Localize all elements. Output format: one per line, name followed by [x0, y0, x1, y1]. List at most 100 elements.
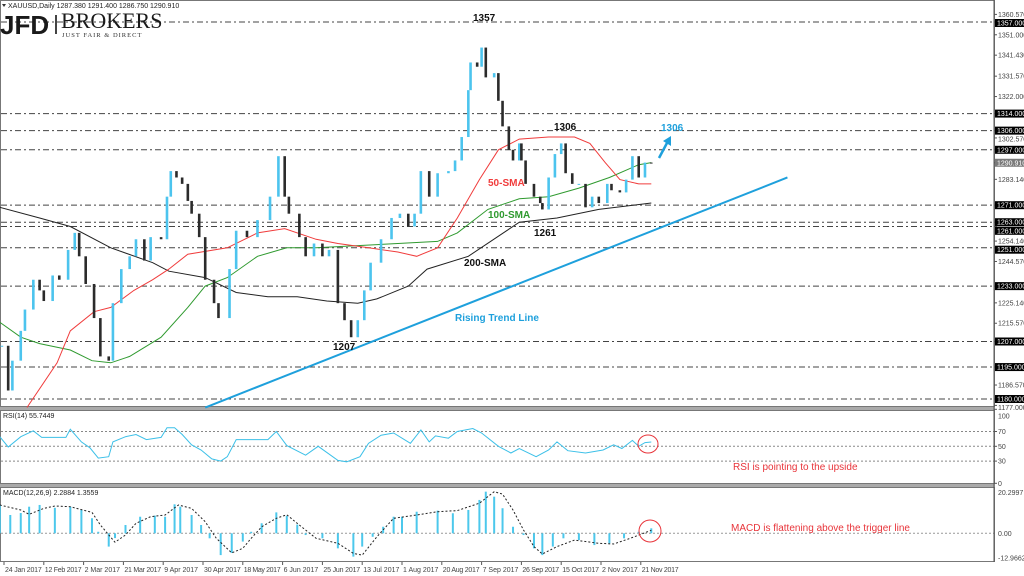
annotation-target-1306: 1306 [661, 123, 684, 134]
candle [532, 183, 536, 197]
candle [605, 183, 609, 204]
time-tick-label: 30 Apr 2017 [204, 567, 241, 574]
level-price-tag [995, 201, 1024, 210]
candle [304, 237, 307, 257]
level-price-label: 1207.000 [997, 339, 1024, 346]
candle [128, 256, 131, 270]
candle [38, 279, 41, 291]
candle [245, 230, 249, 238]
candle [336, 249, 340, 304]
level-price-label: 1261.000 [997, 228, 1024, 235]
macd-bar [200, 525, 203, 534]
time-tick-label: 2 Nov 2017 [602, 567, 638, 574]
candle [469, 62, 472, 91]
candle [256, 220, 259, 238]
panel-separator[interactable] [0, 407, 995, 410]
candle [283, 156, 286, 197]
price-tick-label: 1322.000 [998, 94, 1024, 101]
price-tick-label: 1341.430 [998, 53, 1024, 60]
candle [197, 213, 201, 238]
macd-bar [484, 491, 487, 534]
macd-bar [608, 533, 611, 544]
candle [23, 309, 27, 331]
candle [390, 217, 393, 240]
candle [511, 149, 515, 161]
candle [497, 73, 500, 101]
macd-signal-line [0, 491, 652, 556]
candle [570, 173, 574, 184]
macd-bar [53, 507, 56, 534]
macd-bar [250, 531, 253, 534]
candle [0, 345, 4, 347]
time-tick-label: 15 Oct 2017 [562, 567, 599, 574]
level-price-tag [995, 18, 1024, 27]
macd-bar [90, 518, 93, 534]
price-tick-label: 1215.570 [998, 321, 1024, 328]
price-tick-label: 1283.140 [998, 177, 1024, 184]
sma50-line [26, 136, 652, 408]
time-axis[interactable]: 24 Jan 2017 12 Feb 2017 2 Mar 2017 21 Mar 2… [3, 562, 679, 574]
macd-bar [562, 533, 565, 539]
time-tick-label: 6 Jun 2017 [284, 567, 319, 574]
macd-bar [173, 504, 176, 534]
symbol-info: XAUUSD,Daily 1287.380 1291.400 1286.750 … [8, 3, 179, 10]
candle [99, 318, 102, 357]
macd-bar [512, 526, 515, 534]
level-price-label: 1271.000 [997, 203, 1024, 210]
candle [73, 232, 77, 250]
candles [0, 47, 653, 391]
candle [436, 173, 439, 197]
rising-trend-line [204, 176, 788, 409]
candle [186, 183, 190, 201]
candle [349, 320, 353, 338]
time-tick-label: 25 Jun 2017 [323, 567, 360, 574]
macd-bar [401, 516, 403, 534]
trend-line-label: Rising Trend Line [455, 313, 539, 324]
candle [42, 290, 46, 302]
candle [624, 179, 628, 193]
candle [298, 213, 301, 238]
macd-bar [190, 514, 193, 534]
panel-separator[interactable] [0, 484, 995, 487]
rsi-tick-label: 30 [998, 459, 1006, 466]
macd-bar [593, 533, 596, 546]
macd-highlight-circle [638, 519, 662, 543]
candle [649, 162, 653, 164]
price-tick-label: 1351.000 [998, 32, 1024, 39]
candle [111, 303, 115, 361]
collapse-arrow-icon[interactable] [2, 4, 6, 7]
macd-bar [371, 533, 374, 537]
sma200-label: 200-SMA [464, 258, 506, 269]
candle [57, 275, 61, 280]
macd-bar [97, 531, 100, 534]
macd-bar [164, 516, 167, 534]
price-tick-label: 1360.570 [998, 12, 1024, 19]
macd-bar [392, 516, 395, 534]
macd-bar [139, 516, 142, 534]
sma100-label: 100-SMA [488, 210, 530, 221]
main-panel-frame [0, 0, 995, 407]
annotation-high-1357: 1357 [473, 13, 496, 24]
macd-bar [382, 526, 385, 534]
candle [427, 171, 431, 197]
macd-bar [623, 533, 626, 539]
macd-bar [28, 506, 31, 534]
candle [369, 262, 372, 291]
level-price-label: 1195.000 [997, 365, 1024, 372]
macd-bar [19, 513, 22, 534]
candle [84, 256, 87, 284]
level-price-tag [995, 218, 1024, 227]
candle [507, 126, 511, 150]
candle [520, 143, 523, 161]
level-price-tag [995, 126, 1024, 135]
svg-text:JUST FAIR & DIRECT: JUST FAIR & DIRECT [62, 32, 142, 39]
price-tick-label: 1302.570 [998, 137, 1024, 144]
candle [643, 162, 647, 178]
macd-layer [0, 491, 994, 557]
price-axis[interactable]: 1360.5701357.000 1351.000 1341.430 1331.570… [993, 0, 1024, 563]
macd-tick-label: 20.2997 [998, 490, 1023, 497]
candle [538, 196, 542, 204]
candle [287, 196, 291, 214]
level-price-label: 1233.000 [997, 284, 1024, 291]
